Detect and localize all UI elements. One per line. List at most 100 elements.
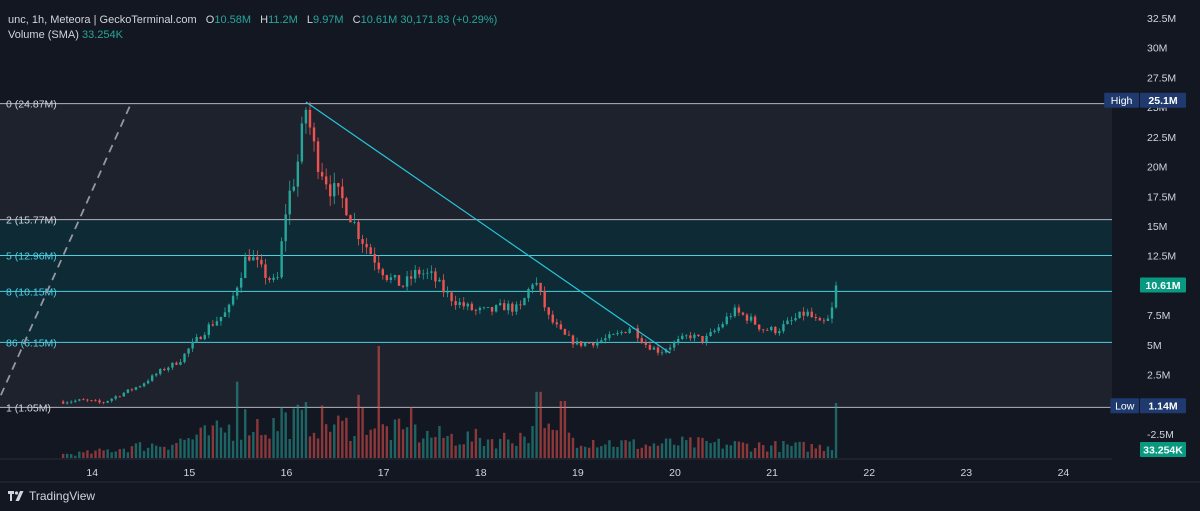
candle[interactable] — [616, 330, 619, 336]
symbol-title[interactable]: unc, 1h, Meteora | GeckoTerminal.com — [8, 14, 197, 26]
candle[interactable] — [652, 346, 656, 350]
candle[interactable] — [600, 337, 603, 344]
candle[interactable] — [761, 328, 765, 333]
candle[interactable] — [146, 378, 150, 385]
candle[interactable] — [260, 254, 263, 268]
candle[interactable] — [717, 323, 720, 334]
candle[interactable] — [478, 306, 482, 314]
candle[interactable] — [373, 247, 376, 271]
candle[interactable] — [288, 180, 291, 225]
candle[interactable] — [818, 316, 822, 321]
candle[interactable] — [94, 399, 97, 402]
candle[interactable] — [774, 326, 777, 336]
candle[interactable] — [442, 274, 445, 298]
candle[interactable] — [672, 340, 676, 351]
candle[interactable] — [685, 334, 688, 340]
candle[interactable] — [660, 349, 664, 356]
price-axis[interactable]: 32.5M30M27.5M25M22.5M20M17.5M15M12.5M10M… — [1112, 0, 1200, 511]
candle[interactable] — [523, 297, 526, 306]
candle[interactable] — [620, 330, 623, 336]
candle[interactable] — [308, 101, 312, 135]
candle[interactable] — [413, 265, 417, 283]
candle[interactable] — [733, 304, 737, 318]
candle[interactable] — [409, 270, 413, 286]
candle[interactable] — [223, 307, 227, 318]
candle[interactable] — [227, 303, 231, 318]
fib-retracement[interactable]: 0 (24.87M) 2 (15.77M) 5 (12.96M) 8 (10.15M)… — [0, 99, 1112, 415]
candle[interactable] — [159, 368, 162, 376]
candle[interactable] — [466, 302, 469, 311]
candle[interactable] — [745, 312, 749, 324]
candle[interactable] — [579, 341, 583, 348]
candle[interactable] — [203, 332, 206, 341]
candle[interactable] — [749, 313, 753, 323]
candle[interactable] — [567, 330, 571, 336]
candle[interactable] — [268, 276, 271, 283]
candle[interactable] — [482, 306, 486, 310]
candle[interactable] — [830, 301, 834, 324]
candle[interactable] — [826, 315, 830, 322]
candle[interactable] — [385, 274, 389, 282]
candle[interactable] — [503, 299, 506, 311]
candle[interactable] — [300, 116, 304, 165]
candle[interactable] — [555, 318, 559, 328]
candle[interactable] — [434, 267, 437, 289]
candle[interactable] — [150, 374, 154, 383]
candle[interactable] — [248, 249, 251, 262]
candle[interactable] — [624, 331, 627, 334]
candle[interactable] — [822, 317, 826, 324]
candle[interactable] — [276, 272, 279, 281]
candle[interactable] — [349, 214, 352, 223]
candle[interactable] — [207, 322, 211, 339]
candle[interactable] — [365, 237, 368, 255]
candle[interactable] — [357, 220, 360, 246]
candle[interactable] — [98, 398, 101, 405]
candle[interactable] — [640, 335, 643, 344]
candle[interactable] — [450, 290, 453, 307]
time-axis[interactable]: 14 15 16 17 18 19 20 21 22 23 24 — [0, 458, 1200, 483]
candle[interactable] — [656, 344, 660, 356]
candle[interactable] — [353, 212, 356, 225]
candle[interactable] — [296, 154, 300, 197]
candle[interactable] — [713, 328, 716, 334]
candle[interactable] — [790, 316, 793, 326]
candle[interactable] — [575, 337, 579, 346]
candle[interactable] — [668, 344, 672, 353]
candle[interactable] — [587, 341, 591, 344]
candle[interactable] — [74, 399, 77, 403]
candle[interactable] — [179, 359, 182, 366]
candle[interactable] — [199, 335, 202, 340]
candle[interactable] — [737, 304, 741, 317]
candle[interactable] — [106, 400, 109, 404]
candle[interactable] — [527, 287, 530, 302]
candle[interactable] — [834, 281, 838, 309]
candle[interactable] — [187, 348, 190, 357]
candle[interactable] — [494, 304, 498, 313]
candle[interactable] — [86, 398, 89, 403]
candle[interactable] — [191, 338, 194, 352]
candle[interactable] — [592, 342, 595, 348]
candle[interactable] — [535, 277, 538, 287]
candle[interactable] — [681, 332, 684, 341]
candle[interactable] — [405, 270, 409, 292]
candle[interactable] — [134, 386, 138, 391]
candle[interactable] — [333, 172, 336, 205]
candle[interactable] — [786, 317, 789, 325]
candle[interactable] — [543, 286, 546, 312]
candle[interactable] — [596, 338, 599, 349]
candle[interactable] — [571, 334, 575, 349]
candle[interactable] — [329, 175, 332, 206]
candle[interactable] — [90, 400, 93, 402]
candle[interactable] — [430, 265, 433, 280]
candle[interactable] — [644, 339, 648, 348]
candle[interactable] — [65, 401, 69, 405]
candle[interactable] — [458, 297, 461, 309]
candle[interactable] — [498, 299, 502, 307]
candle[interactable] — [470, 301, 474, 312]
candle[interactable] — [766, 327, 769, 331]
candle[interactable] — [693, 332, 696, 342]
candle[interactable] — [163, 367, 166, 371]
candle[interactable] — [183, 353, 186, 364]
candle[interactable] — [753, 314, 757, 326]
